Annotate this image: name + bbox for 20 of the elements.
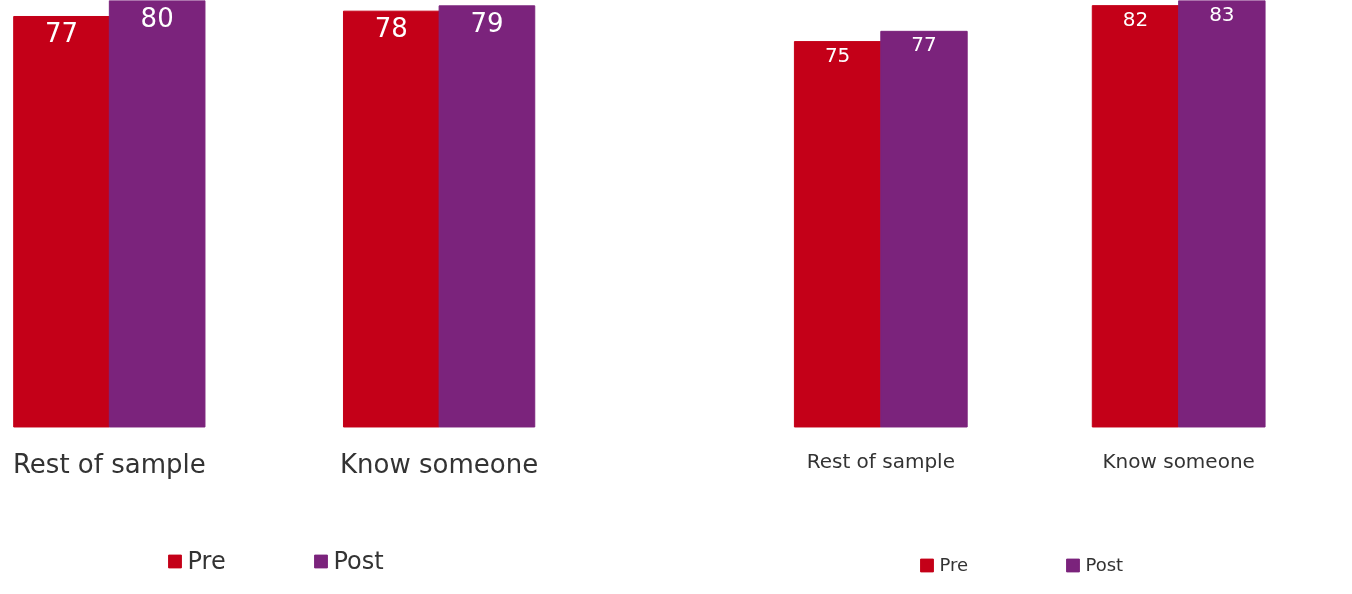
data-label: 83 xyxy=(1209,1,1235,26)
x-tick-label: Rest of sample xyxy=(12,448,206,479)
data-label: 77 xyxy=(44,18,79,49)
bar xyxy=(793,41,882,428)
legend-label: Pre xyxy=(187,547,227,575)
bar xyxy=(880,30,968,428)
x-tick-label: Know someone xyxy=(1102,448,1255,473)
legend-label: Pre xyxy=(939,554,970,575)
data-label: 79 xyxy=(470,7,504,38)
data-label: 82 xyxy=(1122,6,1149,31)
data-label: 75 xyxy=(824,42,851,67)
data-label: 77 xyxy=(911,32,937,57)
legend-label: Post xyxy=(1085,554,1125,575)
x-tick-label: Know someone xyxy=(340,448,539,479)
bar xyxy=(1091,5,1180,428)
x-tick-label: Rest of sample xyxy=(806,448,955,473)
legend-label: Post xyxy=(333,547,385,575)
data-label: 80 xyxy=(140,2,174,33)
data-label: 78 xyxy=(374,13,408,44)
bar xyxy=(1178,0,1266,428)
